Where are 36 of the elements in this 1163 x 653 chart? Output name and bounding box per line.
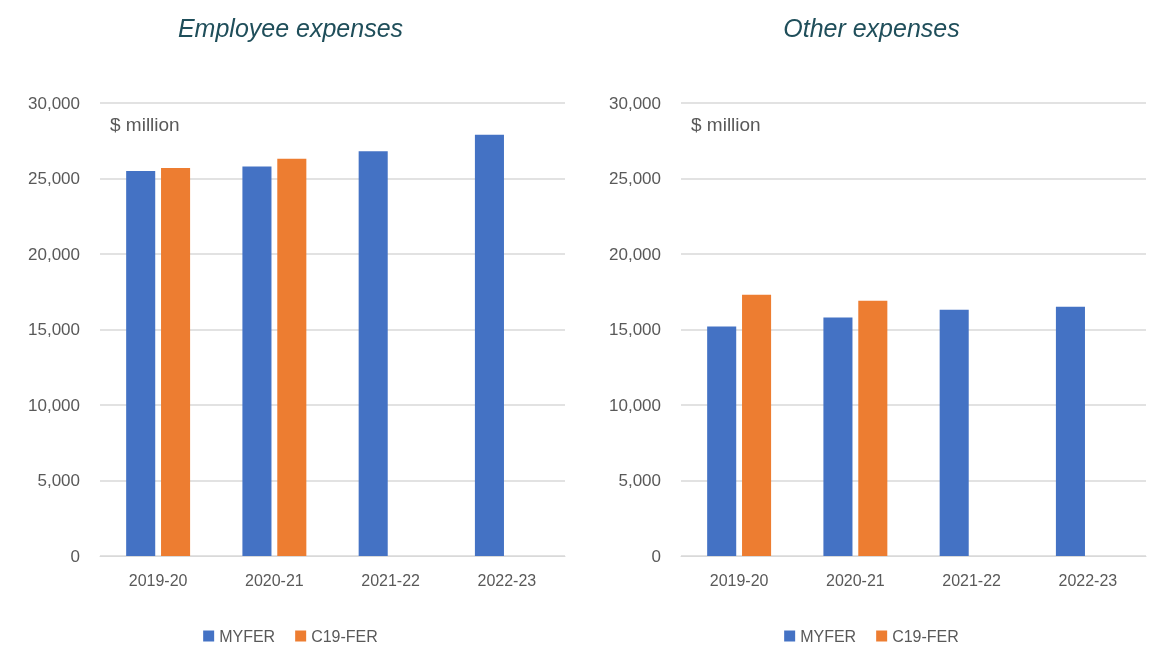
annotation: $ million [110, 114, 180, 135]
y-tick-label: 10,000 [28, 395, 80, 415]
legend-label: MYFER [219, 627, 276, 645]
chart-title: Other expenses [783, 13, 960, 42]
y-tick-label: 5,000 [618, 471, 661, 490]
bar [242, 166, 272, 556]
legend-label: C19-FER [892, 627, 959, 645]
y-tick-label: 25,000 [609, 169, 661, 188]
bar [126, 170, 156, 556]
y-tick-label: 20,000 [609, 244, 661, 264]
y-tick-label: 25,000 [28, 169, 80, 188]
bar [474, 134, 504, 556]
y-tick-label: 10,000 [609, 395, 661, 415]
chart-title: Employee expenses [177, 13, 404, 42]
bar [358, 151, 388, 556]
x-tick-label: 2021-22 [361, 571, 421, 589]
y-tick-label: 30,000 [28, 93, 80, 113]
y-tick-label: 30,000 [609, 93, 661, 113]
x-tick-label: 2020-21 [826, 571, 885, 589]
y-tick-label: 0 [70, 546, 80, 566]
bar [161, 167, 191, 556]
y-tick-label: 15,000 [609, 320, 661, 339]
legend-label: MYFER [800, 627, 857, 645]
annotation: $ million [691, 114, 761, 135]
x-tick-label: 2020-21 [245, 571, 304, 589]
x-tick-label: 2019-20 [709, 571, 769, 589]
y-tick-label: 5,000 [37, 471, 80, 490]
y-tick-label: 20,000 [28, 244, 80, 264]
x-tick-label: 2021-22 [942, 571, 1002, 589]
y-tick-label: 15,000 [28, 320, 80, 339]
x-tick-label: 2022-23 [1058, 571, 1118, 589]
y-tick-label: 0 [651, 546, 661, 566]
x-tick-label: 2019-20 [128, 571, 188, 589]
legend-label: C19-FER [311, 627, 378, 645]
bar [277, 158, 307, 556]
x-tick-label: 2022-23 [477, 571, 537, 589]
